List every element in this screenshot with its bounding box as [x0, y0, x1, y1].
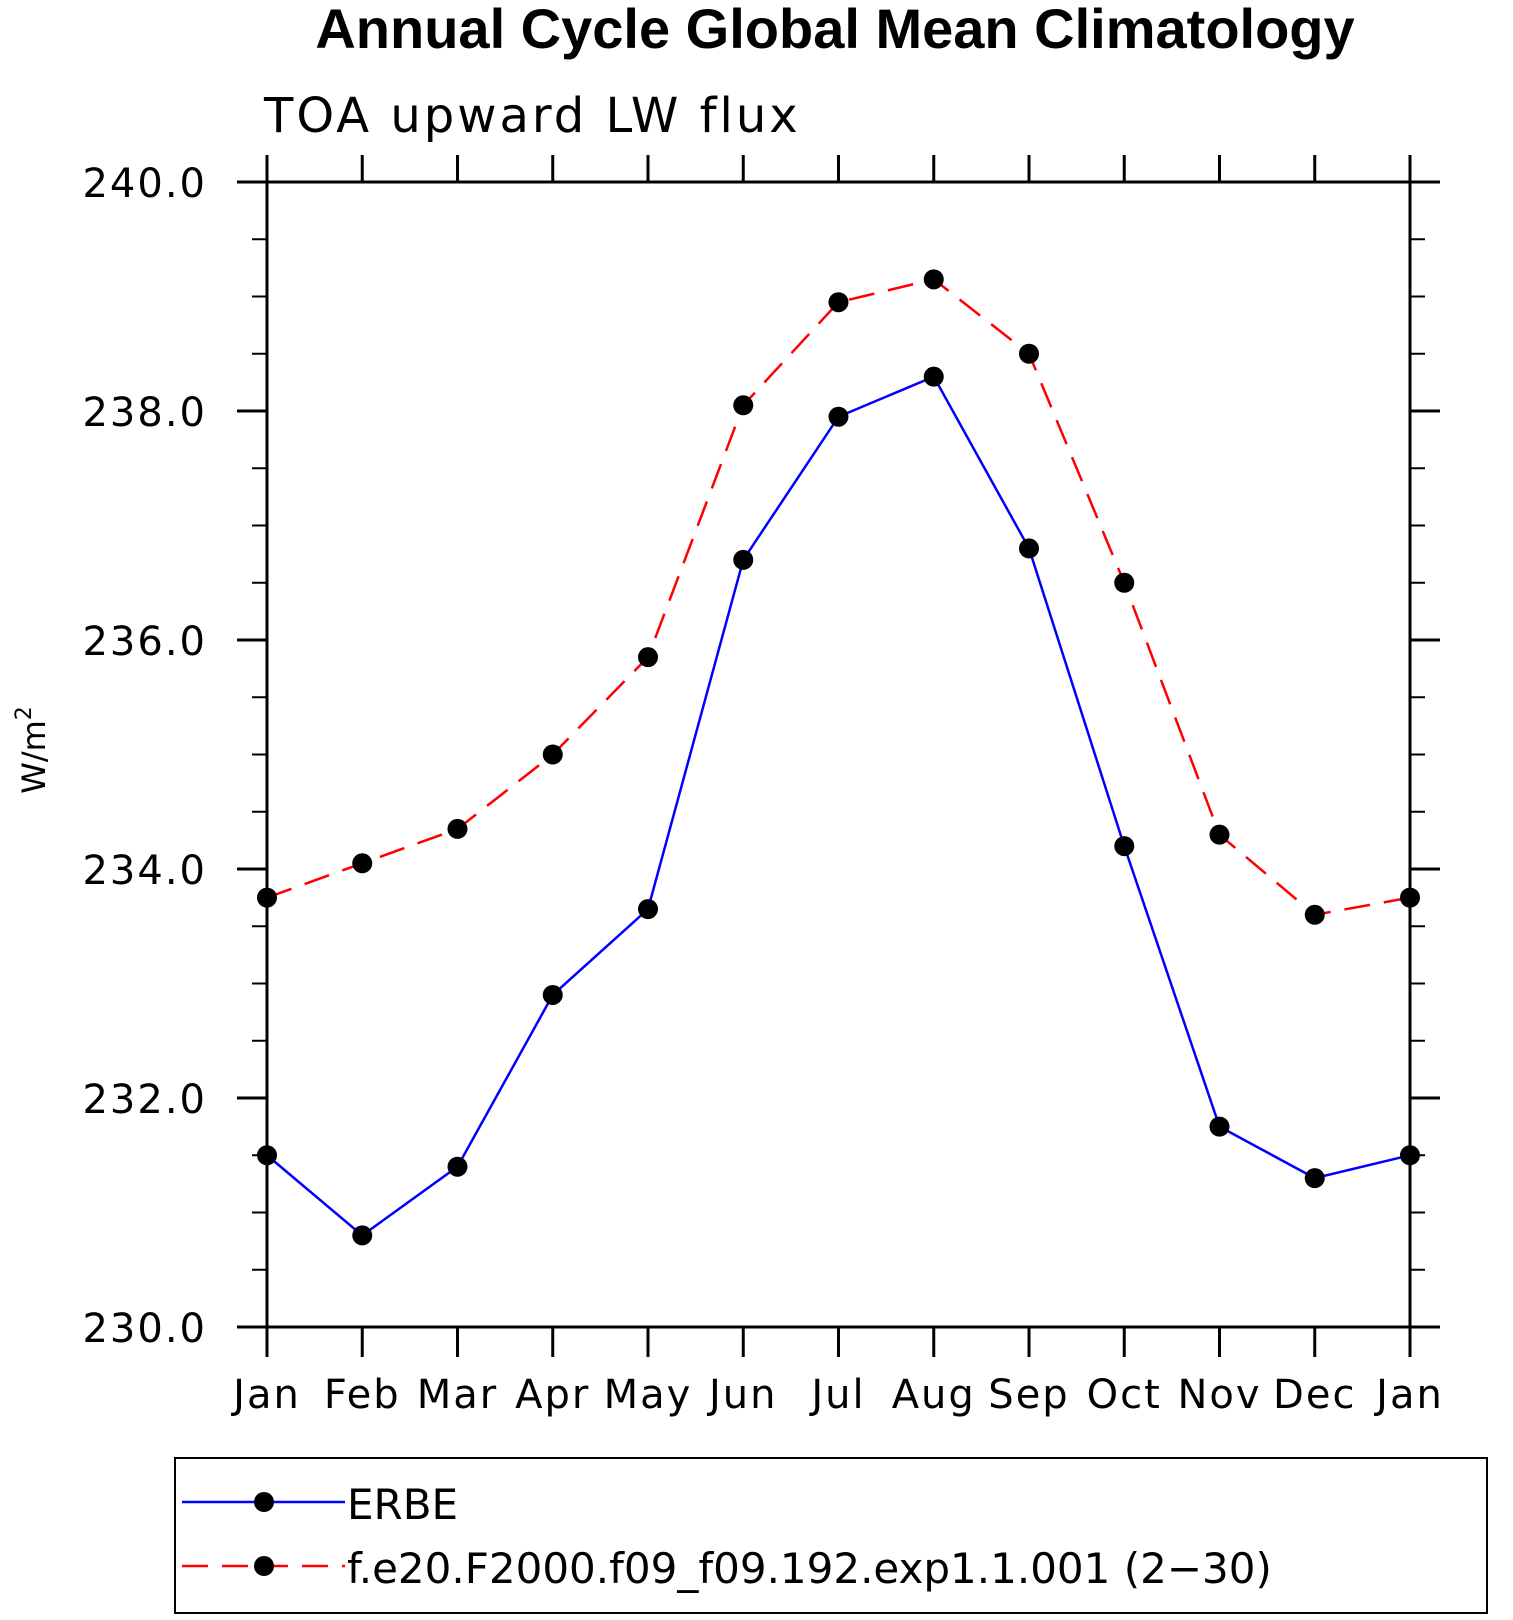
x-tick-label: Feb: [324, 1372, 401, 1418]
series-1-point: [1019, 538, 1039, 559]
legend-label-2: f.e20.F2000.f09_f09.192.exp1.1.001 (2−30…: [347, 1544, 1272, 1593]
series-1-point: [447, 1156, 468, 1177]
series-2-point: [733, 395, 754, 416]
y-axis-label: W/m2: [12, 706, 53, 794]
series-2-point: [828, 292, 849, 313]
x-tick-label: Aug: [892, 1372, 976, 1418]
axes: Jan Feb Mar Apr May Jun Jul Aug Sep Oct Nov Dec Jan 2…: [82, 155, 1444, 1418]
x-tick-label: Oct: [1087, 1372, 1162, 1418]
x-tick-label: Jul: [808, 1372, 865, 1418]
chart-subtitle: TOA upward LW flux: [263, 88, 801, 144]
x-tick-label: Jun: [706, 1372, 778, 1418]
x-tick-label: Nov: [1177, 1372, 1261, 1418]
chart-title: Annual Cycle Global Mean Climatology: [315, 0, 1354, 60]
y-axis-label-superscript: 2: [12, 706, 37, 720]
plot-frame: [265, 180, 1412, 1329]
series-layer: [257, 269, 1420, 1246]
series-1-point: [1209, 1116, 1230, 1137]
series-1-point: [923, 366, 944, 387]
series-1-point: [1114, 836, 1135, 857]
series-2-point: [447, 818, 468, 839]
x-tick-label: May: [604, 1372, 693, 1418]
series-1-point: [828, 406, 849, 427]
x-tick-label: Sep: [988, 1372, 1069, 1418]
y-tick-label: 230.0: [82, 1306, 207, 1352]
series-2-point: [1400, 887, 1420, 908]
series-line-2: [266, 277, 1411, 917]
series-line-1: [266, 375, 1411, 1237]
y-tick-label: 232.0: [82, 1077, 207, 1123]
x-tick-label: Mar: [417, 1372, 498, 1418]
series-1-point: [638, 899, 658, 920]
series-1-point: [733, 549, 754, 570]
series-1-point: [257, 1145, 277, 1166]
legend-label-1: ERBE: [347, 1480, 458, 1529]
y-tick-label: 240.0: [82, 161, 207, 207]
series-2-point: [923, 269, 944, 290]
x-tick-label: Jan: [230, 1372, 301, 1418]
x-tick-label: Jan: [1373, 1372, 1444, 1418]
y-tick-label: 234.0: [82, 848, 207, 894]
series-1-point: [542, 984, 563, 1005]
y-tick-label: 236.0: [82, 619, 207, 665]
legend: ERBE f.e20.F2000.f09_f09.192.exp1.1.001 (…: [174, 1457, 1488, 1614]
legend-marker-1: [254, 1492, 274, 1512]
series-2-point: [352, 853, 373, 874]
series-1-point: [1400, 1145, 1420, 1166]
series-2-point: [257, 887, 277, 908]
y-axis-label-base: W/m: [15, 720, 53, 794]
series-1-point: [352, 1225, 373, 1246]
series-2-point: [638, 647, 658, 668]
series-2-point: [1209, 824, 1230, 845]
x-tick-label: Apr: [515, 1372, 590, 1418]
x-tick-label: Dec: [1273, 1372, 1356, 1418]
series-2-point: [1304, 904, 1325, 925]
series-2-point: [1114, 572, 1135, 593]
series-2-point: [1019, 343, 1039, 364]
legend-box: [174, 1457, 1488, 1614]
y-tick-label: 238.0: [82, 390, 207, 436]
series-1-point: [1304, 1168, 1325, 1189]
series-2-point: [542, 744, 563, 765]
legend-marker-2: [254, 1556, 274, 1576]
